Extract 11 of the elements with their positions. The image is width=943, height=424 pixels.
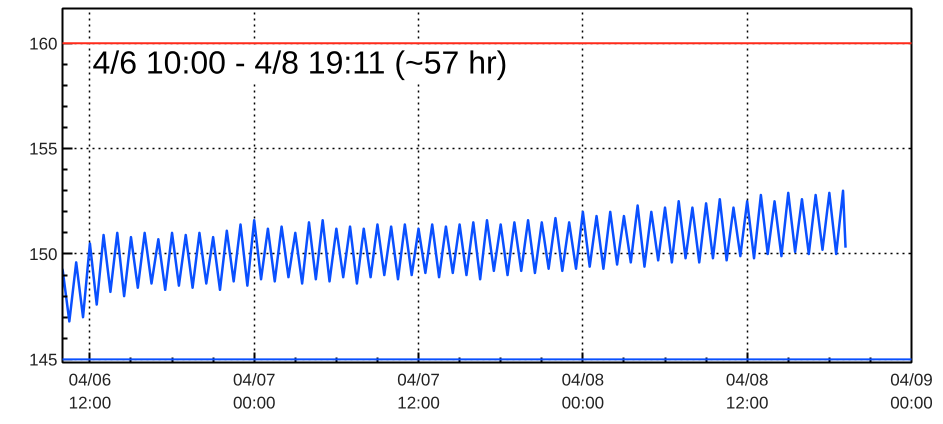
y-tick-label: 145 [29,350,58,370]
x-tick-label: 04/06 12:00 [68,370,112,412]
y-tick-label: 160 [29,34,58,54]
y-tick-label: 150 [29,244,58,264]
x-tick-label: 04/08 12:00 [726,370,768,412]
annotation: 4/6 10:00 - 4/8 19:11 (~57 hr) [92,44,508,80]
x-tick-label: 04/07 12:00 [397,370,440,412]
x-tick-label: 04/09 00:00 [890,370,933,412]
x-tick-label: 04/07 00:00 [232,370,276,412]
x-tick-label: 04/08 00:00 [562,370,604,412]
y-tick-label: 155 [29,140,58,159]
